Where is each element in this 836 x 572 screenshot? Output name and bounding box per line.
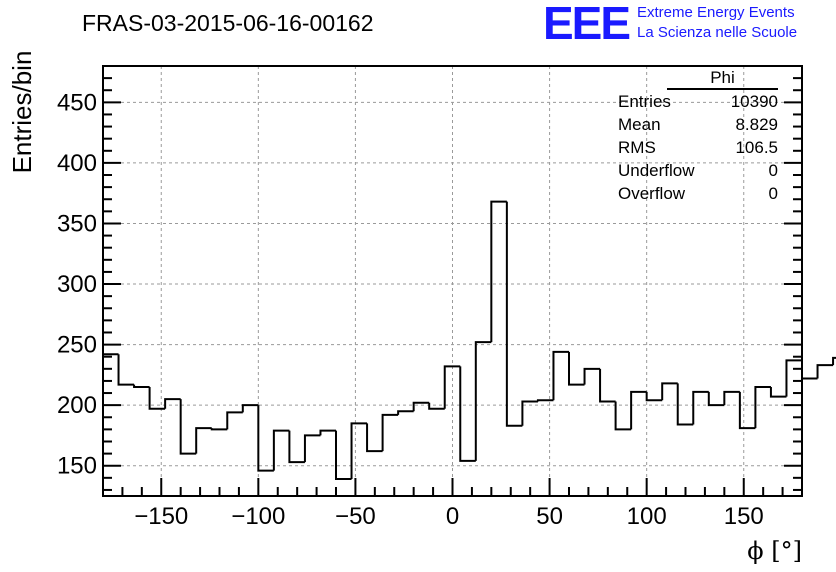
histogram-bin <box>117 354 135 386</box>
x-tick-label: −100 <box>231 503 285 530</box>
x-tick-labels: −150 −100 −50 0 50 100 150 <box>134 503 764 530</box>
stats-value: 8.829 <box>735 115 778 134</box>
histogram-bin <box>614 401 632 431</box>
y-tick-labels: 150 200 250 300 350 400 450 <box>57 89 97 479</box>
histogram-bin <box>133 384 150 388</box>
histogram-bin <box>661 382 678 401</box>
axis-ticks <box>103 65 803 496</box>
histogram-bin <box>568 351 585 386</box>
stats-title: Phi <box>667 68 778 90</box>
histogram-bin <box>723 390 740 406</box>
histogram-bin <box>536 399 554 402</box>
y-tick-label: 150 <box>57 453 97 480</box>
stats-box: Phi Entries 10390 Mean 8.829 RMS 106.5 U… <box>611 68 778 205</box>
histogram-bin <box>288 430 305 464</box>
stats-label: Mean <box>618 115 661 134</box>
y-tick-label: 300 <box>57 271 97 298</box>
histogram-bin <box>179 399 197 455</box>
y-tick-label: 250 <box>57 332 97 359</box>
histogram-bin <box>428 402 445 410</box>
histogram-bin <box>272 429 290 471</box>
stats-label: Overflow <box>618 184 686 203</box>
histogram-bin <box>319 429 336 436</box>
y-tick-label: 350 <box>57 210 97 237</box>
stats-label: RMS <box>618 138 656 157</box>
stats-label: Entries <box>618 92 671 111</box>
stats-value: 106.5 <box>735 138 778 157</box>
x-tick-label: −150 <box>134 503 188 530</box>
x-tick-label: 50 <box>536 503 563 530</box>
histogram-bin <box>474 341 492 461</box>
y-tick-label: 400 <box>57 150 97 177</box>
histogram-bin <box>707 391 725 407</box>
stats-row: Entries 10390 <box>611 90 778 113</box>
x-tick-label: 100 <box>627 503 667 530</box>
histogram-bin <box>738 391 756 430</box>
histogram-bin <box>754 385 771 429</box>
x-axis-label: ϕ [°] <box>747 537 802 565</box>
histogram-bin <box>645 391 663 402</box>
histogram-bin <box>102 353 119 496</box>
histogram-bin <box>692 390 709 425</box>
histogram-bin <box>490 200 507 343</box>
x-tick-label: −50 <box>335 503 376 530</box>
histogram-bin <box>226 411 243 430</box>
histogram-bin <box>505 201 523 427</box>
x-tick-label: 0 <box>446 503 459 530</box>
y-tick-label: 450 <box>57 89 97 116</box>
histogram-bin <box>412 401 430 412</box>
plot-title: FRAS-03-2015-06-16-00162 <box>82 10 374 36</box>
histogram-bin <box>583 367 601 385</box>
histogram-bars <box>102 200 836 496</box>
histogram-bin <box>816 364 834 379</box>
stats-value: 0 <box>768 161 778 180</box>
histogram-bin <box>257 405 274 472</box>
grid-lines <box>103 66 802 496</box>
logo-subtitle-2: La Scienza nelle Scuole <box>637 24 798 41</box>
y-axis-label: Entries/bin <box>7 51 37 174</box>
histogram-bin <box>366 423 383 453</box>
histogram-bin <box>148 386 166 410</box>
histogram-bin <box>676 383 694 426</box>
histogram-bin <box>521 400 538 426</box>
stats-row: Overflow 0 <box>611 182 778 205</box>
eee-logo: EEE <box>543 0 631 49</box>
histogram-bin <box>335 430 352 481</box>
histogram-bin <box>630 390 647 430</box>
logo-subtitle-1: Extreme Energy Events <box>637 4 795 21</box>
stats-row: Mean 8.829 <box>611 113 778 136</box>
y-tick-label: 200 <box>57 392 97 419</box>
histogram-bin <box>785 359 802 397</box>
histogram-bin <box>769 386 787 398</box>
stats-row: RMS 106.5 <box>611 136 778 159</box>
stats-row: Underflow 0 <box>611 159 778 182</box>
histogram-bin <box>459 366 476 462</box>
histogram-bin <box>350 422 368 480</box>
stats-value: 0 <box>768 184 778 203</box>
stats-value: 10390 <box>730 92 778 111</box>
histogram-bin <box>443 365 461 409</box>
histogram-bin <box>552 350 569 401</box>
histogram-bin <box>832 356 836 366</box>
histogram-bin <box>397 410 414 415</box>
histogram-bin <box>303 434 321 463</box>
histogram-bin <box>801 360 818 380</box>
histogram-bin <box>210 428 228 431</box>
histogram-bin <box>164 398 181 409</box>
histogram-bin <box>195 427 212 454</box>
histogram-bin <box>381 413 399 452</box>
x-tick-label: 150 <box>724 503 764 530</box>
stats-label: Underflow <box>618 161 695 180</box>
histogram-bin <box>599 368 616 403</box>
histogram-bin <box>241 404 259 413</box>
